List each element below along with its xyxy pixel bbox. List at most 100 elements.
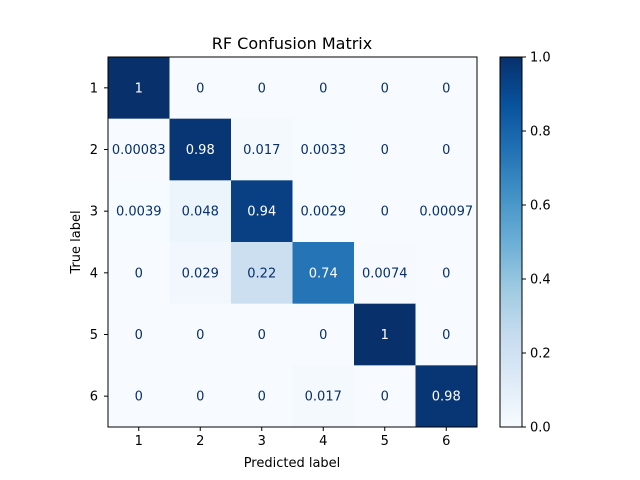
x-tick-label: 4 (319, 434, 327, 449)
matrix-cell-value: 0.0029 (301, 205, 347, 220)
x-axis-label: Predicted label (244, 456, 341, 471)
matrix-cell (231, 57, 293, 120)
x-tick-label: 3 (258, 434, 266, 449)
matrix-cell-value: 0.98 (186, 143, 215, 158)
colorbar-tick-label: 0.6 (530, 199, 551, 214)
matrix-cell-value: 0 (258, 328, 266, 343)
matrix-cell-value: 0.048 (182, 205, 219, 220)
matrix-cell-value: 0.22 (247, 266, 276, 281)
matrix-cell (415, 242, 478, 305)
matrix-cell (169, 57, 232, 120)
matrix-cell-value: 0 (135, 266, 143, 281)
matrix-cell-value: 0 (135, 390, 143, 405)
matrix-cell (292, 180, 355, 243)
matrix-cell-labels: 1 0 0 0 0 0 0.00083 0.98 0.017 0.0033 0 0 0.0039 0.04… (112, 81, 473, 404)
matrix-cell (108, 242, 170, 305)
matrix-cell (354, 57, 416, 120)
matrix-cell-value: 0.017 (243, 143, 280, 158)
colorbar-tick-label: 0.2 (530, 347, 551, 362)
matrix-cells (108, 57, 478, 428)
matrix-cell (354, 180, 416, 243)
matrix-cell-value: 0 (135, 328, 143, 343)
colorbar-tick-label: 0.0 (530, 421, 551, 436)
matrix-cell (415, 57, 478, 120)
matrix-cell-value: 0.0039 (116, 205, 162, 220)
matrix-cell (292, 118, 355, 181)
matrix-cell-value: 0 (381, 143, 389, 158)
matrix-cell-value: 0 (381, 390, 389, 405)
matrix-cell (169, 242, 232, 305)
x-tick-label: 6 (442, 434, 450, 449)
matrix-cell (415, 365, 478, 428)
matrix-cell-value: 1 (381, 328, 389, 343)
matrix-cell (292, 242, 355, 305)
x-tick-label: 5 (381, 434, 389, 449)
matrix-cell (108, 118, 170, 181)
y-tick-label: 2 (90, 143, 98, 158)
colorbar-ticks: 0.0 0.2 0.4 0.6 0.8 1.0 (522, 51, 551, 436)
y-tick-label: 5 (90, 328, 98, 343)
matrix-cell (354, 365, 416, 428)
matrix-cell-value: 0.00097 (419, 205, 473, 220)
matrix-cell (231, 242, 293, 305)
matrix-cell (231, 118, 293, 181)
y-axis-label: True label (69, 210, 84, 274)
matrix-cell-value: 0 (196, 328, 204, 343)
matrix-cell-value: 0.029 (182, 266, 219, 281)
colorbar-tick-label: 0.8 (530, 125, 551, 140)
matrix-cell (108, 365, 170, 428)
matrix-cell-value: 0 (258, 390, 266, 405)
matrix-cell (169, 365, 232, 428)
matrix-cell-value: 0 (319, 328, 327, 343)
y-tick-label: 6 (90, 390, 98, 405)
x-tick-label: 1 (135, 434, 143, 449)
matrix-cell-value: 0 (442, 266, 450, 281)
matrix-cell (169, 303, 232, 366)
y-axis-ticks: 1 2 3 4 5 6 (90, 81, 108, 405)
y-tick-label: 1 (90, 81, 98, 96)
matrix-cell (108, 303, 170, 366)
colorbar-tick-label: 1.0 (530, 51, 551, 66)
matrix-cell-value: 0.0033 (301, 143, 347, 158)
matrix-cell-value: 0 (381, 81, 389, 96)
matrix-cell-value: 0 (442, 81, 450, 96)
matrix-cell-value: 0.94 (247, 205, 276, 220)
colorbar-frame (499, 56, 523, 428)
matrix-cell (108, 57, 170, 120)
matrix-cell-value: 0.98 (432, 390, 461, 405)
matrix-cell (108, 180, 170, 243)
matrix-cell (415, 118, 478, 181)
matrix-cell-value: 0.017 (305, 390, 342, 405)
matrix-cell-value: 0 (196, 390, 204, 405)
matrix-cell-value: 0.74 (309, 266, 338, 281)
matrix-cell (231, 365, 293, 428)
matrix-cell-value: 0 (442, 328, 450, 343)
matrix-cell (169, 118, 232, 181)
matrix-cell-value: 0 (319, 81, 327, 96)
x-axis-ticks: 1 2 3 4 5 6 (135, 427, 450, 449)
matrix-cell-value: 0 (258, 81, 266, 96)
matrix-cell (169, 180, 232, 243)
matrix-cell (292, 57, 355, 120)
y-tick-label: 4 (90, 266, 98, 281)
matrix-cell (231, 180, 293, 243)
matrix-cell-value: 0 (442, 143, 450, 158)
matrix-cell-value: 0.00083 (112, 143, 166, 158)
matrix-cell (354, 303, 416, 366)
matrix-cell (292, 365, 355, 428)
matrix-cell (415, 303, 478, 366)
matrix-cell (354, 242, 416, 305)
matrix-cell-value: 0 (381, 205, 389, 220)
matrix-frame (107, 56, 478, 428)
colorbar (500, 57, 522, 427)
matrix-cell-value: 0 (196, 81, 204, 96)
y-tick-label: 3 (90, 205, 98, 220)
matrix-cell (231, 303, 293, 366)
matrix-cell (292, 303, 355, 366)
matrix-cell-value: 0.0074 (362, 266, 408, 281)
matrix-cell-value: 1 (135, 81, 143, 96)
colorbar-tick-label: 0.4 (530, 273, 551, 288)
x-tick-label: 2 (196, 434, 204, 449)
